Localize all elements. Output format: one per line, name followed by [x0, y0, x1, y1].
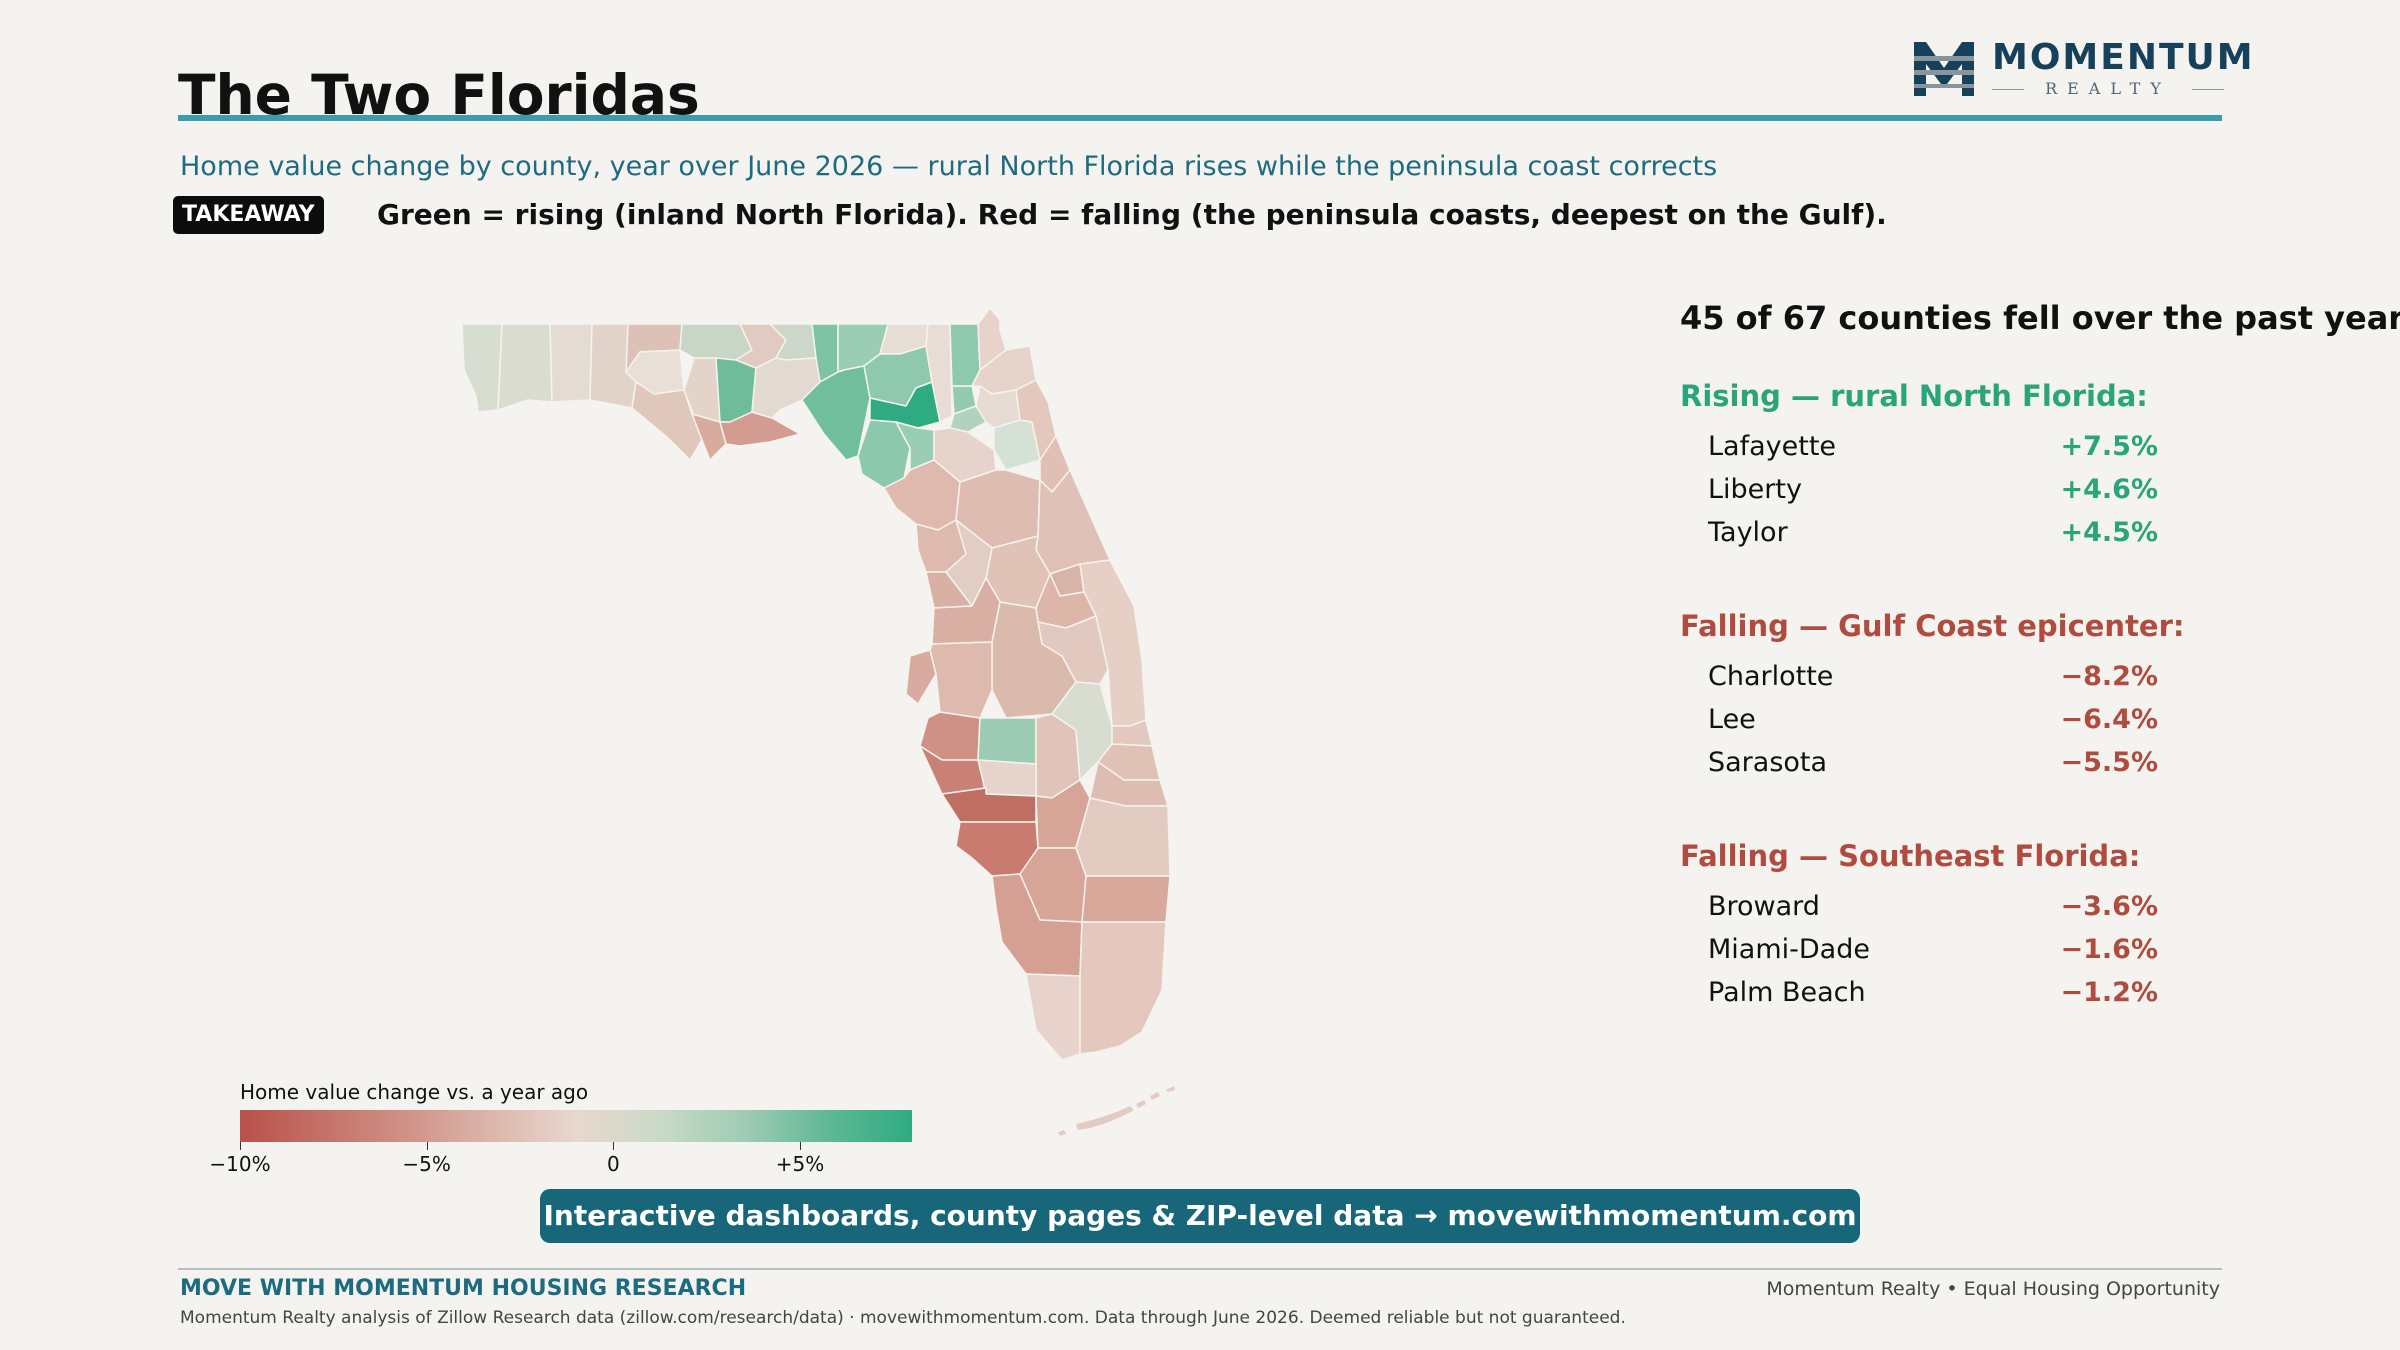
- group-heading-rising: Rising — rural North Florida:: [1680, 379, 2148, 413]
- county-name: Lafayette: [1708, 431, 1837, 462]
- county-gulf[interactable]: [691, 413, 727, 461]
- logo-sub-text: REALTY: [2045, 79, 2171, 98]
- florida-county-map[interactable]: [440, 310, 1300, 1150]
- subtitle: Home value change by county, year over J…: [180, 151, 1718, 182]
- legend-tick-mark: [800, 1142, 801, 1150]
- county-indian-river[interactable]: [1111, 719, 1153, 747]
- momentum-logo[interactable]: MOMENTUM REALTY: [1910, 36, 2253, 102]
- county-santa-rosa[interactable]: [497, 323, 553, 411]
- logo-subline: REALTY: [1992, 78, 2232, 100]
- county-baker[interactable]: [949, 323, 981, 387]
- county-hardee[interactable]: [977, 717, 1037, 765]
- legend-tick-mark: [426, 1142, 428, 1150]
- county-name: Miami-Dade: [1708, 934, 1870, 965]
- panel-headline: 45 of 67 counties fell over the past yea…: [1680, 299, 2400, 337]
- legend-title: Home value change vs. a year ago: [240, 1080, 589, 1104]
- legend-tick-label: 0: [606, 1152, 620, 1176]
- logo-wordmark: MOMENTUM: [1992, 37, 2255, 78]
- title-rule: [178, 115, 2222, 121]
- county-name: Palm Beach: [1708, 977, 1866, 1008]
- county-name: Broward: [1708, 891, 1820, 922]
- county-pinellas[interactable]: [905, 649, 937, 705]
- county-name: Charlotte: [1708, 661, 1834, 692]
- county-hillsborough[interactable]: [929, 641, 993, 719]
- county-value: −8.2%: [2060, 661, 2158, 692]
- legend-tick-mark: [613, 1142, 615, 1150]
- footer-rule: [178, 1268, 2222, 1270]
- legend-color-bar: [240, 1110, 912, 1142]
- county-franklin[interactable]: [719, 411, 801, 447]
- county-escambia[interactable]: [461, 323, 503, 413]
- county-value: +7.5%: [2060, 431, 2158, 462]
- county-name: Taylor: [1708, 517, 1788, 548]
- county-name: Liberty: [1708, 474, 1802, 505]
- logo-subline-right-rule: [2192, 89, 2224, 90]
- county-value: −1.2%: [2060, 977, 2158, 1008]
- county-miami-dade[interactable]: [1079, 921, 1167, 1055]
- group-heading-southeast: Falling — Southeast Florida:: [1680, 839, 2141, 873]
- county-dixie[interactable]: [857, 419, 911, 489]
- county-value: −3.6%: [2060, 891, 2158, 922]
- footer-source: Momentum Realty analysis of Zillow Resea…: [180, 1308, 1626, 1328]
- logo-subline-left-rule: [1992, 89, 2024, 90]
- florida-keys[interactable]: [1058, 1086, 1175, 1136]
- county-name: Lee: [1708, 704, 1756, 735]
- county-value: +4.5%: [2060, 517, 2158, 548]
- legend-tick-label: −5%: [402, 1152, 451, 1176]
- legend-tick-label: −10%: [209, 1152, 271, 1176]
- county-bradford[interactable]: [949, 405, 987, 433]
- footer-brand: MOVE WITH MOMENTUM HOUSING RESEARCH: [180, 1276, 747, 1301]
- legend-tick-label: +5%: [775, 1152, 825, 1176]
- takeaway-badge: TAKEAWAY: [173, 196, 324, 234]
- footer-right: Momentum Realty • Equal Housing Opportun…: [1766, 1278, 2220, 1300]
- county-okaloosa[interactable]: [549, 323, 593, 403]
- momentum-m-mark-icon: [1912, 40, 1976, 96]
- county-value: −1.6%: [2060, 934, 2158, 965]
- county-value: −5.5%: [2060, 747, 2158, 778]
- legend-tick-mark: [240, 1142, 241, 1150]
- county-value: +4.6%: [2060, 474, 2158, 505]
- group-heading-gulf-coast: Falling — Gulf Coast epicenter:: [1680, 609, 2185, 643]
- county-palm-beach[interactable]: [1075, 797, 1171, 877]
- county-monroe-mainland[interactable]: [1025, 973, 1081, 1061]
- county-value: −6.4%: [2060, 704, 2158, 735]
- county-polk[interactable]: [991, 601, 1077, 719]
- takeaway-text: Green = rising (inland North Florida). R…: [377, 198, 1887, 231]
- cta-banner-link[interactable]: Interactive dashboards, county pages & Z…: [540, 1189, 1860, 1243]
- county-name: Sarasota: [1708, 747, 1828, 778]
- county-taylor[interactable]: [801, 365, 871, 461]
- county-broward[interactable]: [1081, 875, 1171, 923]
- county-jackson[interactable]: [679, 323, 753, 361]
